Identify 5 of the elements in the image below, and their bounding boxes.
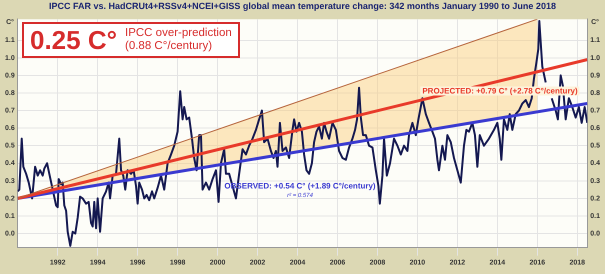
annotation: (0.88 C°/century) bbox=[125, 40, 214, 53]
annotation: IPCC over-prediction bbox=[125, 27, 232, 40]
annotation: PROJECTED: +0.79 C° (+2.78 C°/century) bbox=[420, 86, 580, 96]
annotation: 0.25 C° bbox=[30, 25, 118, 55]
chart-title: IPCC FAR vs. HadCRUt4+RSSv4+NCEI+GISS global mean temperature change: 342 months January 1990 to June 2018 bbox=[48, 1, 557, 11]
